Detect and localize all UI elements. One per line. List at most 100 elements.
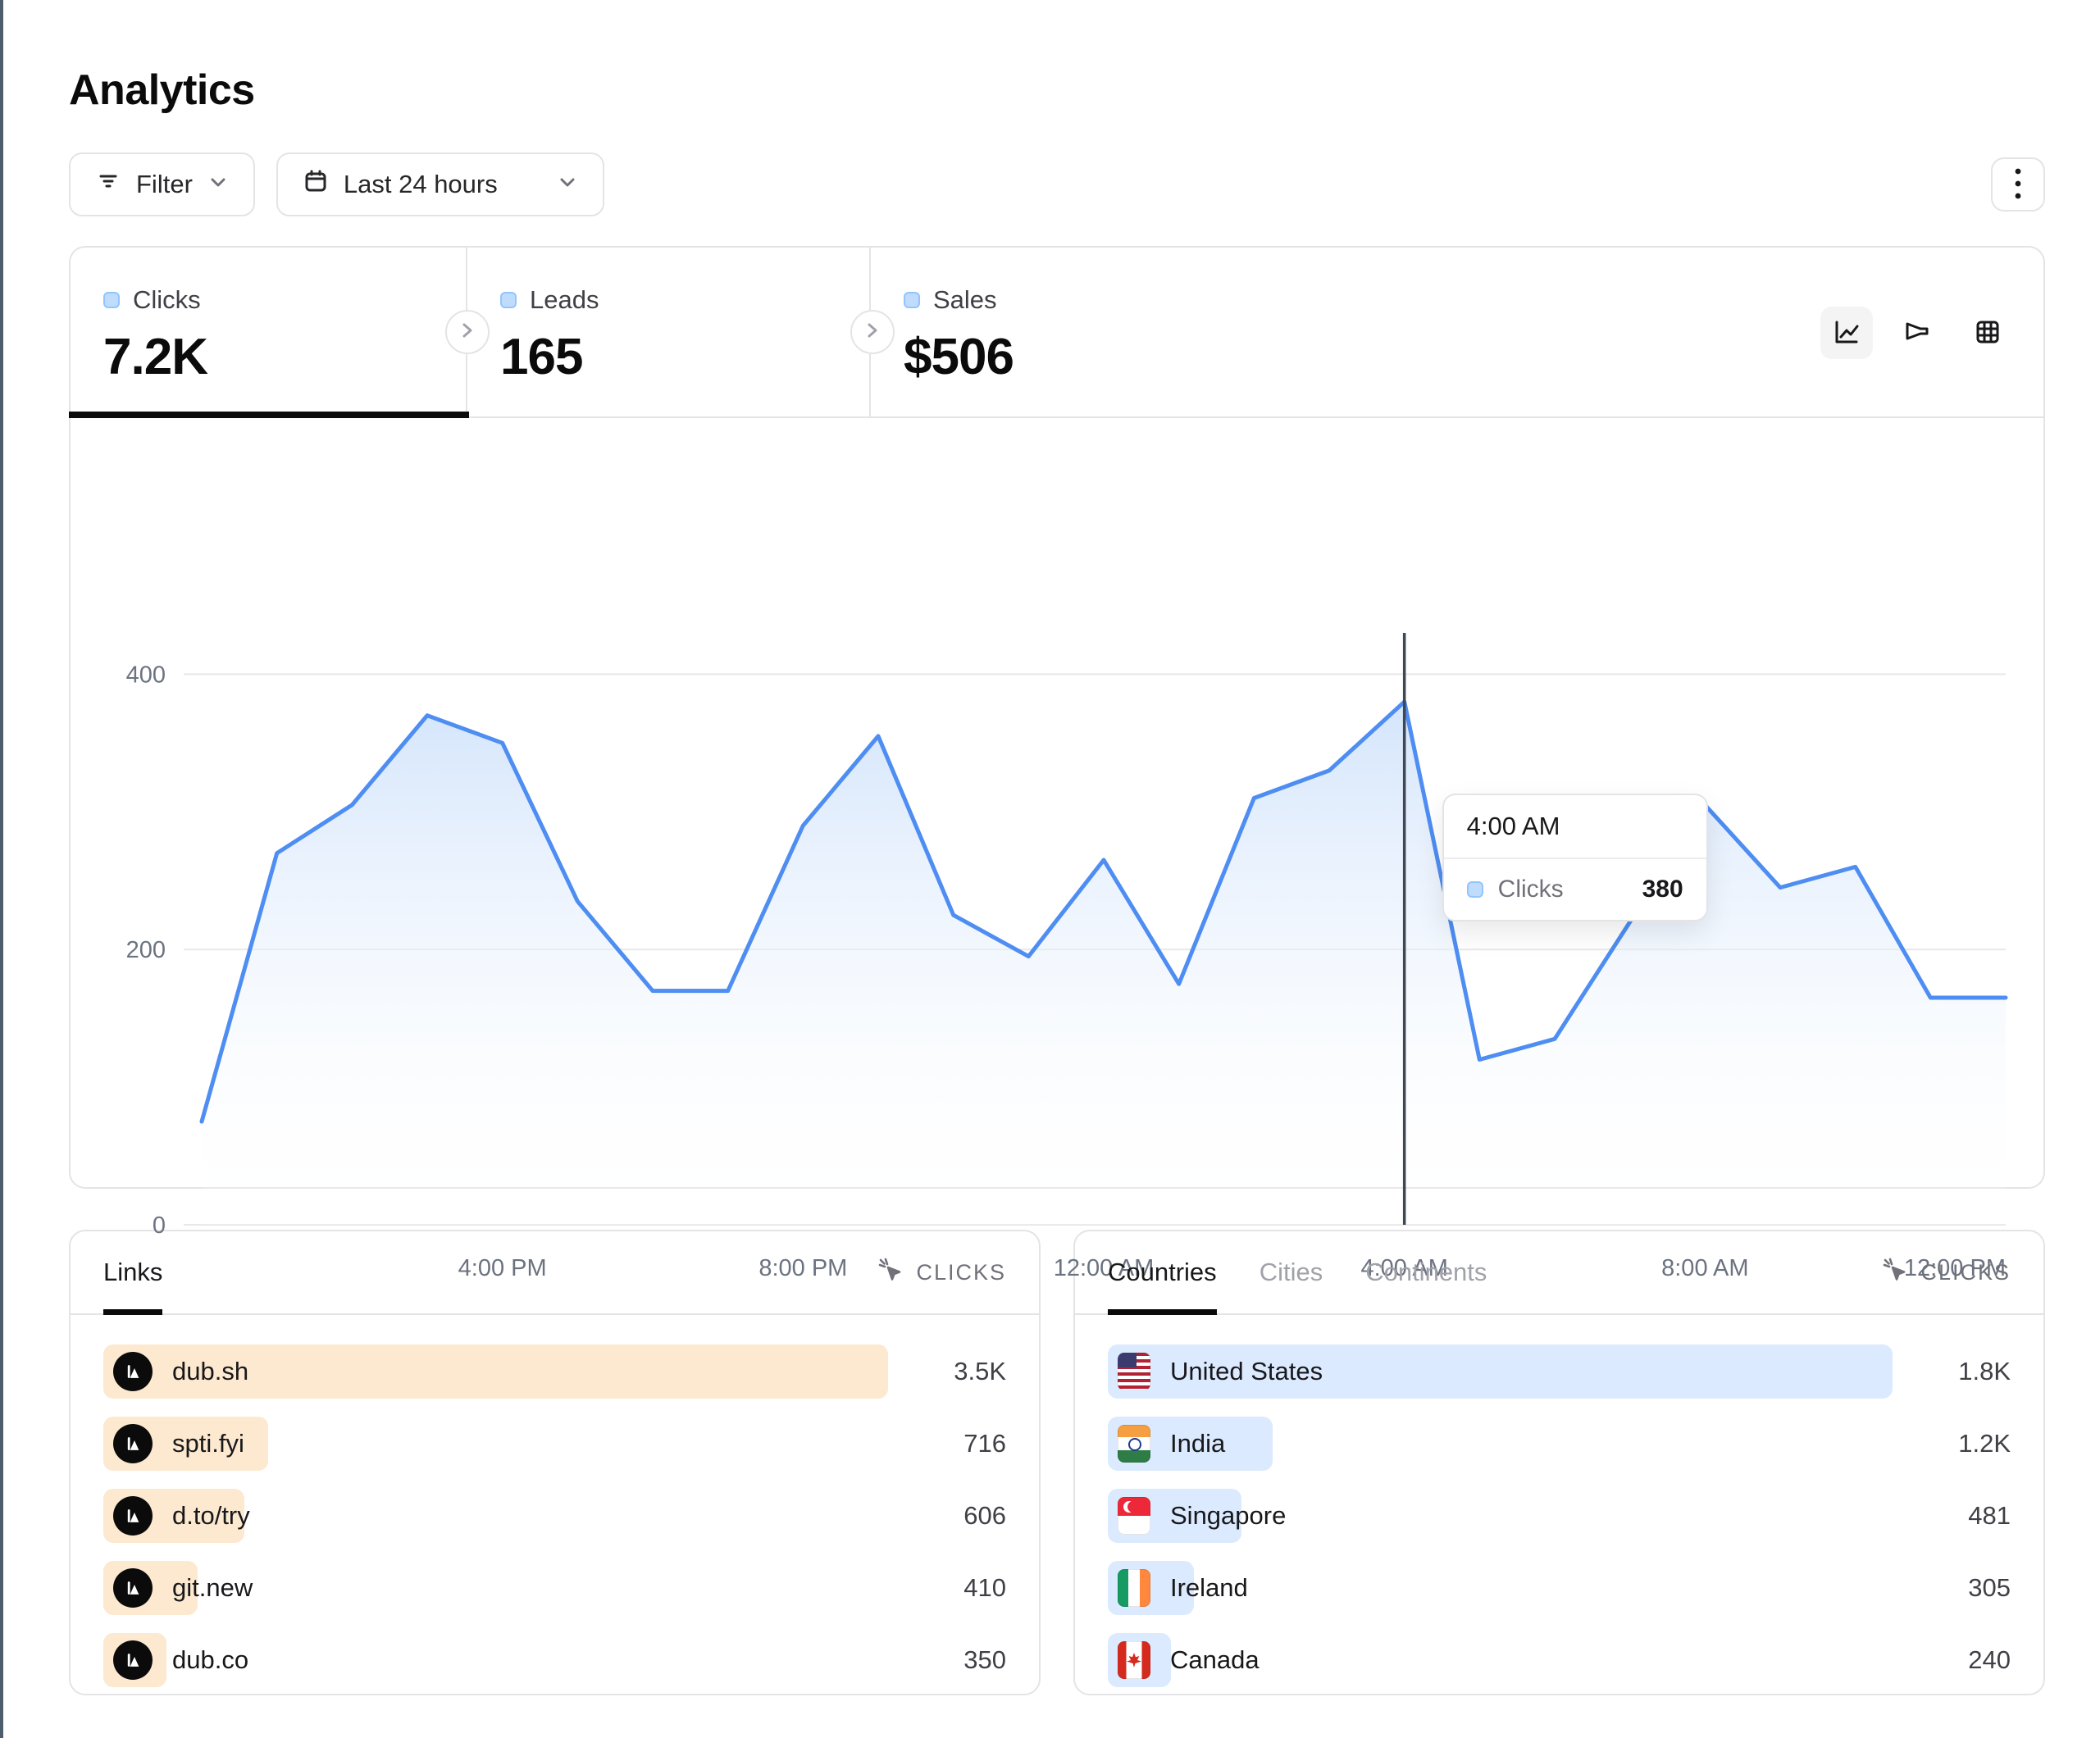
link-label: dub.co (172, 1645, 249, 1674)
ca-flag-icon (1118, 1641, 1150, 1679)
tab-sales[interactable]: Sales $506 (871, 248, 2043, 416)
country-list-item[interactable]: United States 1.8K (1108, 1344, 2011, 1399)
svg-text:4:00 AM: 4:00 AM (1360, 1255, 1447, 1281)
country-list-item[interactable]: Ireland 305 (1108, 1561, 2011, 1615)
country-clicks-value: 240 (1968, 1645, 2011, 1674)
active-tab-indicator (69, 412, 469, 418)
us-flag-icon (1118, 1353, 1150, 1390)
svg-text:12:00 AM: 12:00 AM (1054, 1255, 1155, 1281)
link-label: dub.sh (172, 1357, 249, 1385)
link-list-item[interactable]: spti.fyi 716 (103, 1417, 1006, 1471)
clicks-tab-label: Clicks (133, 285, 201, 314)
clicks-chart-section: 0 200 400 4:00 PM 8:00 PM 12:00 AM 4:00 AM 8:00… (71, 418, 2043, 1281)
leads-tab-label: Leads (530, 285, 599, 314)
tab-continents[interactable]: Continents (1365, 1258, 1487, 1286)
country-list-item[interactable]: India 1.2K (1108, 1417, 2011, 1471)
chevron-down-icon (557, 170, 578, 199)
tooltip-series-label: Clicks (1497, 876, 1564, 903)
clicks-legend-chip (103, 292, 120, 308)
tooltip-series-value: 380 (1642, 876, 1683, 903)
svg-text:8:00 AM: 8:00 AM (1661, 1255, 1748, 1281)
link-clicks-value: 606 (963, 1501, 1006, 1530)
svg-text:0: 0 (153, 1213, 166, 1239)
country-label: Ireland (1170, 1573, 1248, 1602)
tab-links[interactable]: Links (103, 1231, 163, 1315)
in-flag-icon (1118, 1425, 1150, 1463)
page-title: Analytics (69, 66, 255, 114)
tab-leads[interactable]: Leads 165 (467, 248, 871, 416)
link-label: git.new (172, 1573, 253, 1602)
expand-leads-button[interactable] (445, 310, 490, 354)
country-label: United States (1170, 1357, 1323, 1385)
dub-logo-icon (113, 1496, 153, 1536)
link-clicks-value: 410 (963, 1573, 1006, 1602)
links-panel: Links CLICKS dub.sh (69, 1230, 1041, 1695)
link-clicks-value: 350 (963, 1645, 1006, 1674)
sales-legend-chip (904, 292, 920, 308)
locations-panel: Countries Cities Continents CLICKS (1073, 1230, 2045, 1695)
link-list-item[interactable]: dub.co 350 (103, 1633, 1006, 1687)
tab-countries[interactable]: Countries (1108, 1231, 1217, 1315)
country-clicks-bar (1108, 1344, 1893, 1399)
tooltip-time: 4:00 AM (1443, 795, 1706, 859)
link-clicks-bar (103, 1344, 888, 1399)
svg-text:400: 400 (126, 662, 166, 688)
country-clicks-value: 1.8K (1958, 1357, 2011, 1385)
window-edge-strip (0, 0, 3, 1738)
leads-tab-value: 165 (500, 329, 583, 385)
svg-text:4:00 PM: 4:00 PM (458, 1255, 547, 1281)
country-list-item[interactable]: Canada 240 (1108, 1633, 2011, 1687)
geo-metric-label: CLICKS (1920, 1259, 2011, 1285)
kebab-menu-icon (2014, 166, 2022, 203)
links-metric-label: CLICKS (916, 1259, 1006, 1285)
clicks-tab-value: 7.2K (103, 329, 208, 385)
table-grid-icon (1973, 317, 2002, 349)
toolbar: Filter Last 24 hours (69, 152, 2045, 216)
date-range-label: Last 24 hours (343, 170, 498, 198)
tab-clicks[interactable]: Clicks 7.2K (71, 248, 467, 416)
country-clicks-value: 1.2K (1958, 1429, 2011, 1458)
filter-button[interactable]: Filter (69, 152, 255, 216)
link-list-item[interactable]: git.new 410 (103, 1561, 1006, 1615)
chart-tooltip: 4:00 AM Clicks 380 (1442, 794, 1708, 921)
leads-legend-chip (500, 292, 517, 308)
country-label: Canada (1170, 1645, 1260, 1674)
svg-text:8:00 PM: 8:00 PM (758, 1255, 847, 1281)
chevron-down-icon (207, 170, 229, 199)
dub-logo-icon (113, 1568, 153, 1608)
svg-text:12:00 PM: 12:00 PM (1904, 1255, 2006, 1281)
country-list-item[interactable]: Singapore 481 (1108, 1489, 2011, 1543)
ie-flag-icon (1118, 1569, 1150, 1607)
chevron-right-icon (460, 321, 475, 344)
country-label: Singapore (1170, 1501, 1287, 1530)
dub-logo-icon (113, 1424, 153, 1463)
chevron-right-icon (865, 321, 880, 344)
dub-logo-icon (113, 1352, 153, 1391)
country-clicks-value: 481 (1968, 1501, 2011, 1530)
tab-cities[interactable]: Cities (1259, 1258, 1323, 1286)
country-clicks-value: 305 (1968, 1573, 2011, 1602)
click-cursor-icon (1881, 1256, 1909, 1290)
link-list-item[interactable]: dub.sh 3.5K (103, 1344, 1006, 1399)
dub-logo-icon (113, 1640, 153, 1680)
sg-flag-icon (1118, 1497, 1150, 1535)
link-list-item[interactable]: d.to/try 606 (103, 1489, 1006, 1543)
more-options-button[interactable] (1991, 157, 2045, 212)
clicks-area-chart[interactable]: 0 200 400 4:00 PM 8:00 PM 12:00 AM 4:00 AM 8:00… (126, 633, 2008, 1281)
link-label: spti.fyi (172, 1429, 244, 1458)
filter-button-label: Filter (136, 170, 193, 198)
filter-icon (95, 168, 121, 201)
link-clicks-value: 3.5K (954, 1357, 1006, 1385)
date-range-button[interactable]: Last 24 hours (276, 152, 604, 216)
table-view-button[interactable] (1961, 307, 2014, 359)
svg-text:200: 200 (126, 937, 166, 963)
line-chart-view-button[interactable] (1820, 307, 1873, 359)
analytics-card: Clicks 7.2K Leads 165 Sales $506 (69, 246, 2045, 1281)
tooltip-series-chip (1466, 881, 1483, 898)
funnel-chart-view-button[interactable] (1891, 307, 1943, 359)
click-cursor-icon (877, 1256, 904, 1290)
expand-sales-button[interactable] (850, 310, 895, 354)
chart-type-switcher (1820, 307, 2014, 359)
calendar-icon (303, 168, 329, 201)
sales-tab-label: Sales (933, 285, 997, 314)
